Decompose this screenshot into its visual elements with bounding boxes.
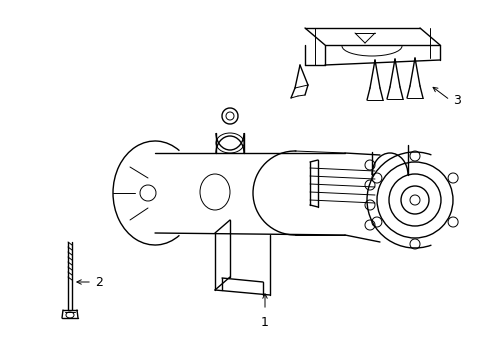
Text: 1: 1 (261, 316, 268, 329)
Text: 3: 3 (452, 94, 460, 107)
Text: 2: 2 (95, 275, 102, 288)
